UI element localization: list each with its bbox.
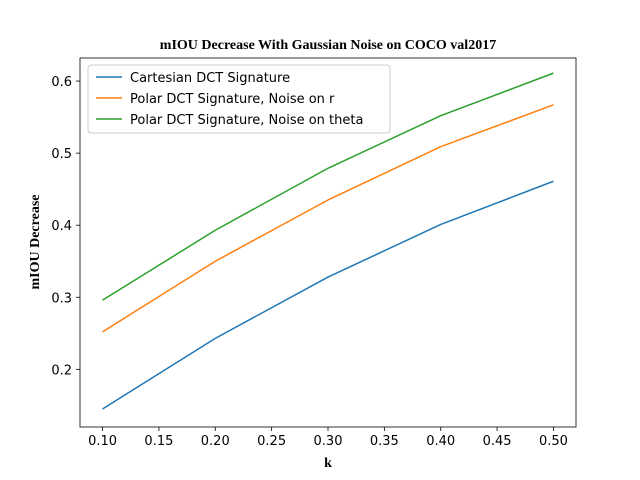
x-tick-label: 0.30 [314,434,343,449]
plot-area: 0.10 0.15 0.20 0.25 0.30 0.35 0.40 0.45 0.50 0.2 0… [51,57,577,449]
y-axis-label: mIOU Decrease [28,195,43,290]
y-tick-label: 0.5 [51,147,72,162]
x-tick-label: 0.40 [426,434,455,449]
x-tick-label: 0.45 [483,434,512,449]
legend-label: Polar DCT Signature, Noise on theta [130,113,363,128]
series-line-3 [102,72,554,301]
chart-title: mIOU Decrease With Gaussian Noise on COC… [160,38,496,53]
axes-frame [79,57,577,428]
x-tick-label: 0.35 [370,434,399,449]
x-tick-label: 0.20 [201,434,230,449]
x-tick-label: 0.15 [144,434,173,449]
y-tick-label: 0.3 [51,291,72,306]
x-tick-label: 0.25 [257,434,286,449]
series-line-1 [102,180,554,410]
x-tick-label: 0.50 [539,434,568,449]
y-tick-label: 0.4 [51,219,72,234]
legend-label: Cartesian DCT Signature [130,71,290,86]
x-axis-label: k [324,456,332,471]
y-tick-label: 0.6 [51,75,72,90]
y-tick-label: 0.2 [51,363,72,378]
x-tick-label: 0.10 [88,434,117,449]
legend-box [87,64,391,134]
series-line-2 [102,104,554,333]
legend-label: Polar DCT Signature, Noise on r [130,92,335,107]
